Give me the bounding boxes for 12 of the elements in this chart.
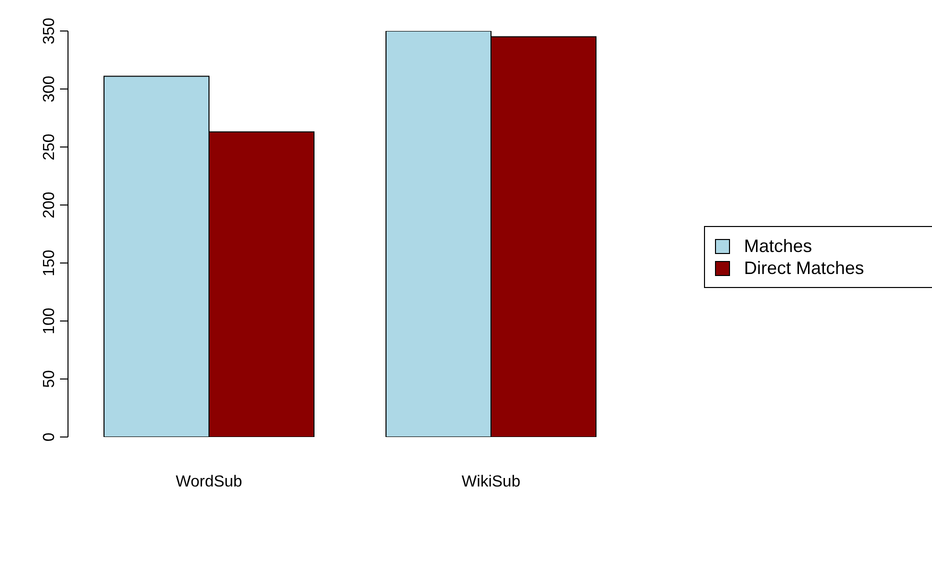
legend-label: Direct Matches — [744, 257, 864, 279]
y-tick-label: 50 — [41, 370, 58, 388]
y-tick-label: 100 — [41, 308, 58, 334]
y-tick-label: 350 — [41, 18, 58, 44]
x-tick-label: WordSub — [176, 473, 242, 490]
y-tick-label: 250 — [41, 134, 58, 160]
y-tick-label: 150 — [41, 250, 58, 276]
legend-label: Matches — [744, 235, 812, 257]
y-tick-label: 200 — [41, 192, 58, 218]
y-tick-label: 300 — [41, 76, 58, 102]
x-tick-label: WikiSub — [462, 473, 520, 490]
y-tick-label: 0 — [41, 432, 58, 442]
